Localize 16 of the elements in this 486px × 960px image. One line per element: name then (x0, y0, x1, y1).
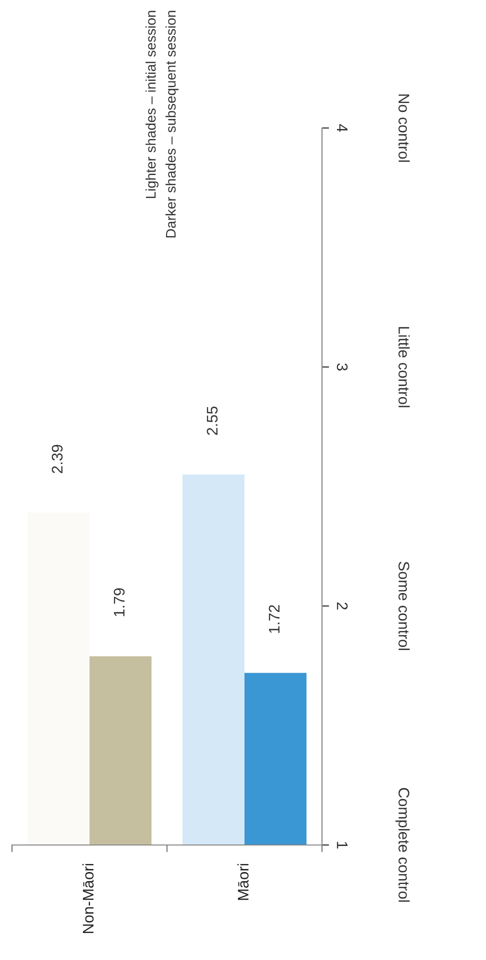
annotation: Lighter shades – initial session (146, 10, 158, 198)
x-tick-label: Non-Māori (82, 864, 94, 933)
y-tick-label: 2 (336, 602, 348, 610)
data-label: 2.55 (206, 406, 218, 435)
data-label: 1.79 (114, 588, 125, 616)
x-tick-label: Māori (237, 864, 249, 900)
data-label: 1.72 (268, 605, 280, 633)
data-label: 2.39 (52, 444, 63, 474)
y-tick-label: 3 (336, 363, 348, 371)
text: Some control (398, 562, 410, 650)
y-tick-label: 4 (336, 124, 348, 132)
annotation: Darker shades – subsequent session (166, 10, 178, 238)
text: No control (398, 94, 410, 162)
y-tick-label: 1 (336, 842, 348, 849)
text: Complete control (395, 788, 410, 902)
text: Little control (398, 327, 410, 408)
